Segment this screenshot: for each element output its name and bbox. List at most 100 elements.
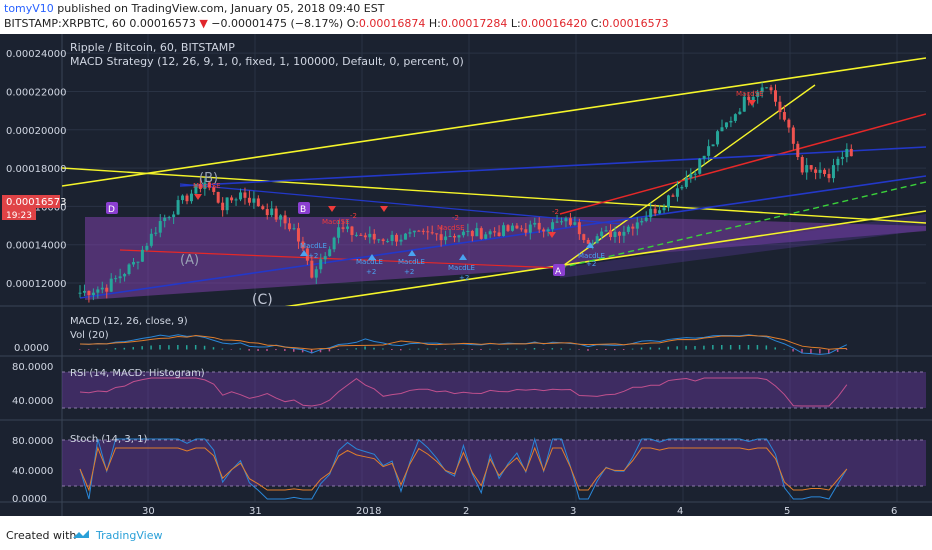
- candle-body: [524, 229, 528, 233]
- candle-body: [626, 226, 630, 232]
- candle-body: [622, 231, 626, 236]
- macd-hist-bar: [426, 348, 429, 350]
- candle-body: [568, 218, 572, 225]
- publish-text: published on TradingView.com, January 05…: [53, 2, 385, 15]
- macd-hist-bar: [417, 348, 420, 350]
- candle-body: [172, 214, 176, 218]
- short-arrow-icon: [194, 194, 202, 200]
- candle-body: [216, 191, 220, 203]
- macd-hist-bar: [319, 349, 322, 353]
- chart-canvas[interactable]: (B) (A) (C) D B A MacdLE +2 MacdLE +2 Ma…: [0, 34, 932, 516]
- candle-body: [346, 226, 349, 229]
- candle-body: [595, 236, 599, 244]
- price-change: −0.00001475 (−8.17%): [211, 17, 344, 30]
- macd-hist-bar: [248, 349, 250, 351]
- macd-hist-bar: [310, 349, 313, 354]
- author-link[interactable]: tomyV10: [4, 2, 54, 15]
- macd-hist-bar: [114, 348, 117, 350]
- candle-body: [390, 234, 394, 242]
- candle-body: [479, 228, 483, 239]
- candle-body: [234, 199, 238, 201]
- candle-body: [417, 230, 421, 232]
- candle-body: [729, 120, 733, 123]
- macd-hist-bar: [524, 348, 527, 350]
- candle-body: [203, 182, 207, 189]
- candle-body: [667, 195, 670, 208]
- candle-body: [230, 197, 234, 201]
- channel-shade: [560, 214, 926, 278]
- candle-body: [827, 174, 831, 179]
- macd-hist-bar: [79, 349, 81, 350]
- macd-hist-bar: [649, 347, 652, 350]
- macd-hist-bar: [275, 349, 277, 351]
- candle-body: [604, 230, 608, 232]
- candle-body: [123, 273, 127, 277]
- candle-body: [221, 202, 225, 211]
- macd-se-label-1: MacdSE: [193, 182, 221, 190]
- macd-hist-bar: [444, 349, 447, 350]
- candle-body: [631, 226, 635, 229]
- macd-hist-bar: [221, 348, 224, 350]
- macd-hist-bar: [462, 348, 464, 350]
- candle-body: [528, 224, 532, 233]
- macd-hist-bar: [96, 348, 99, 350]
- macd-hist-bar: [783, 348, 785, 350]
- candle-body: [96, 289, 100, 293]
- time-axis-tick: 5: [784, 506, 790, 516]
- macd-hist-bar: [391, 349, 393, 350]
- time-axis-tick: 31: [249, 506, 262, 516]
- candle-body: [600, 231, 604, 237]
- candle-body: [738, 111, 742, 115]
- candle-body: [386, 241, 390, 243]
- macd-le-label-4: MacdLE: [448, 264, 475, 272]
- macd-hist-bar: [596, 349, 598, 350]
- candle-body: [720, 127, 724, 132]
- candle-body: [533, 222, 537, 225]
- candle-body: [765, 87, 769, 89]
- tradingview-brand-link[interactable]: TradingView: [96, 529, 163, 542]
- candle-body: [167, 217, 171, 219]
- macd-hist-bar: [212, 347, 215, 350]
- macd-hist-bar: [694, 346, 696, 350]
- candle-body: [497, 232, 501, 237]
- open-value: 0.00016874: [358, 17, 426, 30]
- candle-body: [617, 231, 621, 236]
- candle-body: [760, 87, 764, 93]
- candle-body: [328, 249, 332, 257]
- short-arrow-icon: [548, 232, 556, 238]
- candle-body: [292, 228, 296, 230]
- candle-body: [502, 225, 506, 237]
- macd-panel: [79, 334, 848, 355]
- wave-label-a: (A): [180, 253, 199, 268]
- candle-body: [274, 208, 278, 220]
- strategy-markers: MacdLE +2 MacdLE +2 MacdLE +2 MacdLE +2 …: [193, 90, 764, 282]
- candle-body: [439, 234, 443, 241]
- candle-body: [350, 226, 354, 235]
- short-arrow-icon: [380, 206, 388, 212]
- time-axis: 30 31 2018 2 3 4 5 6: [142, 506, 897, 516]
- macd-hist-bar: [845, 349, 848, 350]
- candle-body: [239, 192, 242, 200]
- time-axis-tick: 2: [463, 506, 469, 516]
- candles: [78, 82, 853, 303]
- time-axis-tick: 4: [677, 506, 683, 516]
- candle-body: [649, 208, 653, 218]
- macd-hist-bar: [836, 349, 839, 352]
- stoch-label: Stoch (14, 3, 1): [70, 434, 147, 445]
- macd-hist-bar: [471, 349, 473, 350]
- rsi-line: [79, 377, 848, 407]
- price-axis-tick: 0.00022000: [6, 87, 66, 98]
- macd-axis-zero: 0.0000: [14, 343, 49, 354]
- macd-hist-bar: [614, 349, 616, 351]
- candle-body: [555, 221, 559, 223]
- plus-two-label-3: +2: [404, 268, 414, 276]
- macd-le-label-1: MacdLE: [300, 242, 327, 250]
- strategy-label: MACD Strategy (12, 26, 9, 1, 0, fixed, 1…: [70, 55, 464, 68]
- candle-body: [809, 165, 813, 170]
- candle-body: [742, 96, 746, 112]
- macd-hist-bar: [729, 345, 732, 350]
- candle-body: [341, 227, 345, 229]
- candle-body: [488, 231, 492, 235]
- chart-title: Ripple / Bitcoin, 60, BITSTAMP: [70, 41, 235, 54]
- macd-hist-bar: [141, 346, 143, 350]
